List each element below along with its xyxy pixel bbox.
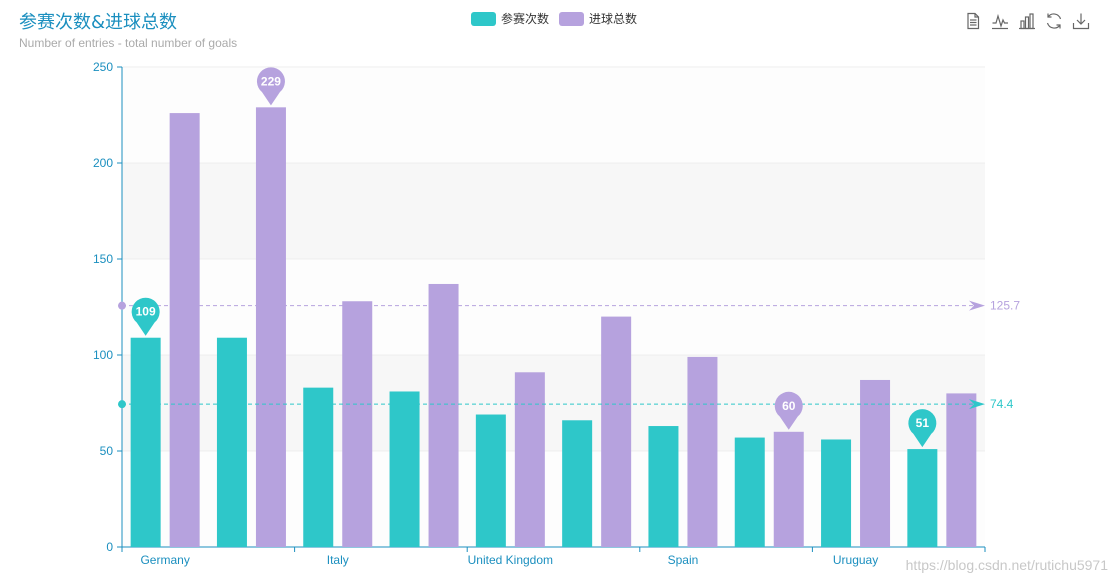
y-tick-label: 200: [93, 156, 113, 170]
bar-goals: [342, 301, 373, 547]
legend: 参赛次数 进球总数: [471, 10, 647, 27]
toolbox: [955, 12, 1090, 30]
mark-point-pin: [908, 409, 937, 448]
bar-goals: [773, 431, 804, 547]
line-chart-icon[interactable]: [991, 12, 1009, 30]
bar-entries: [389, 391, 420, 547]
bar-entries: [821, 439, 852, 547]
legend-label-goals: 进球总数: [589, 12, 638, 26]
bar-goals: [860, 379, 891, 547]
bar-entries: [130, 337, 161, 547]
chart-title: 参赛次数&进球总数: [19, 12, 178, 33]
average-line-arrow: [969, 399, 985, 410]
bar-entries: [648, 426, 679, 547]
mark-point-label: 229: [261, 74, 281, 88]
bar-entries: [734, 437, 765, 547]
grid-band: [122, 355, 985, 451]
legend-item-entries[interactable]: 参赛次数: [471, 10, 549, 27]
chart-subtitle: Number of entries - total number of goal…: [19, 36, 238, 50]
mark-point-pin: [256, 67, 285, 106]
bar-entries: [907, 449, 938, 547]
bar-goals: [169, 113, 200, 547]
y-tick-label: 100: [93, 348, 113, 362]
y-tick-label: 50: [100, 444, 114, 458]
x-tick-label: Germany: [140, 553, 189, 567]
mark-point-pin: [774, 391, 803, 430]
grid-band: [122, 451, 985, 547]
x-tick-label: Uruguay: [833, 553, 878, 567]
watermark: https://blog.csdn.net/rutichu5971: [905, 557, 1108, 573]
x-tick-label: Spain: [668, 553, 699, 567]
mark-point-label: 51: [916, 416, 930, 430]
legend-item-goals[interactable]: 进球总数: [559, 10, 637, 27]
average-line-label: 125.7: [990, 299, 1020, 313]
legend-label-entries: 参赛次数: [501, 12, 550, 26]
restore-icon[interactable]: [1045, 12, 1063, 30]
y-tick-label: 0: [106, 540, 113, 554]
bar-goals: [428, 283, 459, 547]
x-tick-label: Italy: [327, 553, 349, 567]
mark-point-pin: [131, 297, 160, 336]
bar-entries: [475, 414, 506, 547]
data-view-icon[interactable]: [964, 12, 982, 30]
legend-swatch-entries: [471, 11, 496, 26]
grid-band: [122, 259, 985, 355]
legend-swatch-goals: [559, 11, 585, 26]
mark-point-label: 60: [782, 399, 796, 413]
y-tick-label: 150: [93, 252, 113, 266]
bar-goals: [946, 393, 977, 547]
bar-goals: [255, 107, 286, 547]
x-tick-label: United Kingdom: [468, 553, 553, 567]
grid-band: [122, 163, 985, 259]
bar-goals: [601, 316, 632, 547]
y-tick-label: 250: [93, 60, 113, 74]
bar-goals: [514, 372, 545, 547]
bar-chart-icon[interactable]: [1018, 12, 1036, 30]
average-line-label: 74.4: [990, 397, 1014, 411]
mark-point-label: 109: [136, 305, 156, 319]
bar-entries: [303, 387, 334, 547]
download-icon[interactable]: [1072, 12, 1090, 30]
average-line-arrow: [969, 300, 985, 311]
bar-entries: [562, 420, 593, 547]
grid-band: [122, 67, 985, 163]
bar-goals: [687, 356, 718, 547]
bar-entries: [216, 337, 247, 547]
